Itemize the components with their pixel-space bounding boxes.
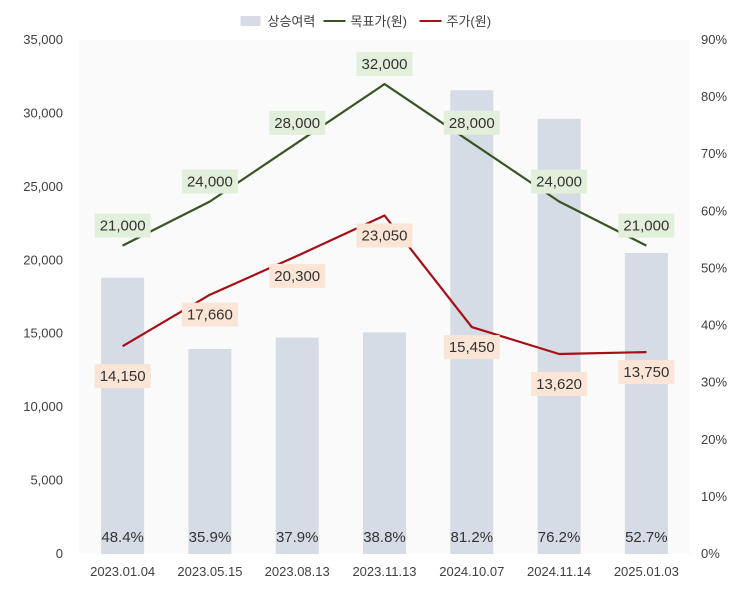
target-data-label-bg <box>356 52 413 77</box>
price-data-label-bg <box>269 263 326 288</box>
price-data-label: 23,050 <box>362 227 408 244</box>
left-tick-label: 15,000 <box>23 326 63 341</box>
left-tick-label: 25,000 <box>23 179 63 194</box>
target-data-label: 24,000 <box>187 174 233 191</box>
left-tick-label: 0 <box>56 546 63 561</box>
bar <box>624 253 668 554</box>
bar <box>101 277 145 554</box>
target-data-label-bg <box>618 213 675 238</box>
left-tick-label: 10,000 <box>23 399 63 414</box>
price-data-label: 13,620 <box>536 376 582 393</box>
bar-data-label: 52.7% <box>625 529 668 546</box>
series-line <box>122 82 647 247</box>
series-line <box>122 214 647 356</box>
left-tick-label: 5,000 <box>30 473 63 488</box>
right-tick-label: 50% <box>701 260 727 275</box>
bar <box>450 90 494 554</box>
target-data-label-bg <box>94 213 151 238</box>
bar-data-label: 35.9% <box>189 529 232 546</box>
price-data-label: 20,300 <box>274 268 320 285</box>
target-data-label: 21,000 <box>100 218 146 235</box>
price-data-label: 15,450 <box>449 339 495 356</box>
x-tick-label: 2023.08.13 <box>265 564 330 579</box>
legend-label: 상승여력 <box>268 14 316 29</box>
bar-data-label: 81.2% <box>451 529 494 546</box>
right-tick-label: 20% <box>701 432 727 447</box>
bar <box>275 337 319 554</box>
price-data-label-bg <box>443 335 500 360</box>
target-data-label: 24,000 <box>536 174 582 191</box>
bar-series <box>101 90 668 555</box>
target-data-label-bg <box>531 169 588 194</box>
left-tick-label: 35,000 <box>23 32 63 47</box>
line-series <box>122 82 647 356</box>
price-data-label: 14,150 <box>100 368 146 385</box>
target-data-label-bg <box>269 110 326 135</box>
bar-data-label: 38.8% <box>363 529 406 546</box>
x-tick-label: 2023.01.04 <box>90 564 155 579</box>
bar-data-label: 48.4% <box>101 529 144 546</box>
target-data-label-bg <box>181 169 238 194</box>
bar <box>363 332 406 554</box>
target-data-label: 28,000 <box>449 115 495 132</box>
target-data-label: 21,000 <box>623 218 669 235</box>
right-tick-label: 0% <box>701 546 720 561</box>
legend-label: 목표가(원) <box>351 14 408 29</box>
price-data-label: 13,750 <box>623 364 669 381</box>
legend-label: 주가(원) <box>447 14 492 29</box>
right-tick-label: 10% <box>701 489 727 504</box>
bar-data-label: 76.2% <box>538 529 581 546</box>
legend-swatch <box>240 16 261 26</box>
right-tick-label: 30% <box>701 375 727 390</box>
x-tick-label: 2024.11.14 <box>527 564 591 579</box>
left-axis-ticks: 0 5,000 10,000 15,000 20,000 25,000 30,000 35,0… <box>23 32 63 561</box>
legend: 상승여력 목표가(원) 주가(원) <box>240 14 492 29</box>
x-tick-label: 2023.11.13 <box>352 564 416 579</box>
price-data-label: 17,660 <box>187 307 233 324</box>
price-data-label-bg <box>181 302 238 327</box>
right-axis-ticks: 0% 10% 20% 30% 40% 50% 60% 70% 80% 90% <box>701 32 727 561</box>
left-tick-label: 20,000 <box>23 252 63 267</box>
right-tick-label: 80% <box>701 89 727 104</box>
x-tick-label: 2023.05.15 <box>177 564 242 579</box>
right-tick-label: 60% <box>701 203 727 218</box>
x-axis-ticks: 2023.01.04 2023.05.15 2023.08.13 2023.11.13… <box>90 564 679 579</box>
price-data-label-bg <box>531 371 588 396</box>
x-tick-label: 2024.10.07 <box>439 564 504 579</box>
right-tick-label: 40% <box>701 318 727 333</box>
x-tick-label: 2025.01.03 <box>614 564 679 579</box>
price-data-label-bg <box>94 364 151 389</box>
left-tick-label: 30,000 <box>23 105 63 120</box>
bar <box>188 348 232 554</box>
price-data-label-bg <box>618 360 675 385</box>
right-tick-label: 70% <box>701 146 727 161</box>
target-data-label: 28,000 <box>274 115 320 132</box>
target-data-label: 32,000 <box>362 56 408 73</box>
data-labels: 48.4% 35.9% 37.9% 38.8% 81.2% 76.2% 52.7% 21,00… <box>94 52 675 546</box>
target-data-label-bg <box>443 110 500 135</box>
right-tick-label: 90% <box>701 32 727 47</box>
price-data-label-bg <box>356 223 413 248</box>
bar-data-label: 37.9% <box>276 529 319 546</box>
